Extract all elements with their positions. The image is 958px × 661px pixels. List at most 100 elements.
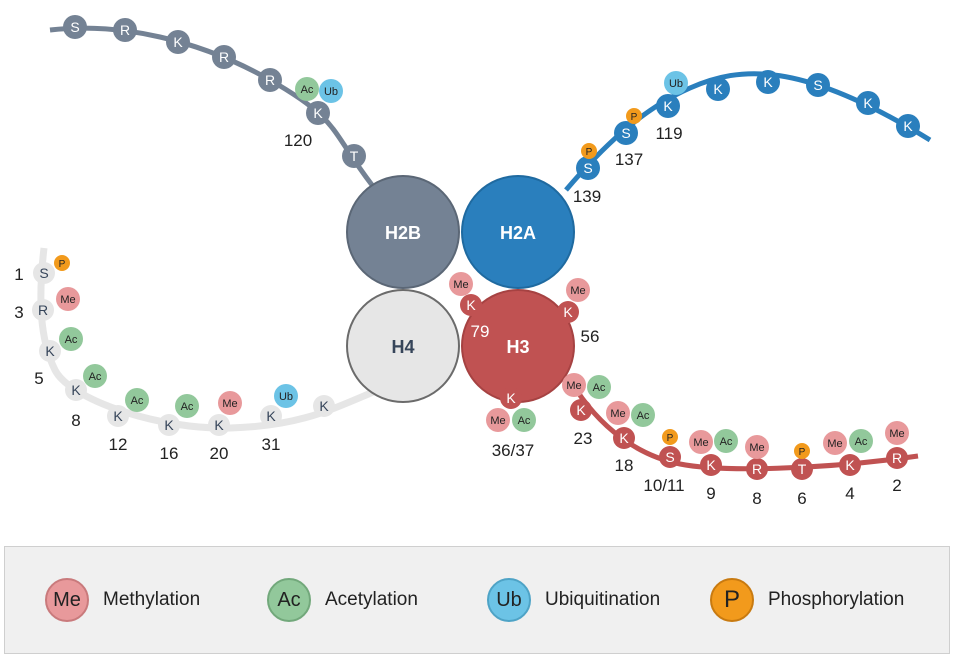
svg-text:Ub: Ub xyxy=(279,391,293,403)
methylation-mark: Me xyxy=(218,391,242,415)
h3-residue-s10: S xyxy=(659,446,681,468)
svg-text:Me: Me xyxy=(222,398,237,410)
svg-text:K: K xyxy=(173,34,183,50)
h2b-residue-r: R xyxy=(258,68,282,92)
svg-text:Ac: Ac xyxy=(518,415,531,427)
svg-text:Ub: Ub xyxy=(324,86,338,98)
methylation-mark: Me xyxy=(449,272,473,296)
h2b-residue-k: K xyxy=(166,30,190,54)
position-label: 12 xyxy=(109,435,128,454)
svg-text:Ac: Ac xyxy=(720,436,733,448)
h2b-residue-r: R xyxy=(113,18,137,42)
h2a-residue-k: K xyxy=(656,94,680,118)
methylation-mark: Me xyxy=(566,278,590,302)
svg-text:Ub: Ub xyxy=(669,78,683,90)
h2a-residue-s: S xyxy=(806,73,830,97)
h2a-tail-line xyxy=(564,71,932,192)
h2a-core: H2A xyxy=(461,175,575,289)
h2a-residue-k: K xyxy=(896,114,920,138)
methylation-icon: Me xyxy=(45,578,89,622)
h3-label: H3 xyxy=(506,337,529,357)
svg-text:Ac: Ac xyxy=(593,382,606,394)
svg-text:P: P xyxy=(799,447,806,458)
svg-text:Me: Me xyxy=(610,408,625,420)
h3-residue-k18: K xyxy=(613,427,635,449)
svg-text:K: K xyxy=(563,304,573,320)
position-label: 10/11 xyxy=(643,476,684,495)
h4-residue-r: R xyxy=(32,299,54,321)
svg-text:S: S xyxy=(813,77,822,93)
ubiquitination-mark: Ub xyxy=(664,71,688,95)
methylation-mark: Me xyxy=(56,287,80,311)
position-label: 56 xyxy=(581,327,600,346)
svg-text:R: R xyxy=(219,49,229,65)
h4-residue-k: K xyxy=(208,414,230,436)
methylation-mark: Me xyxy=(486,408,510,432)
phosphorylation-mark: P xyxy=(581,143,597,159)
h3-residue-r8: R xyxy=(746,458,768,480)
h2a-residue-s: S xyxy=(614,121,638,145)
svg-text:K: K xyxy=(319,398,329,414)
svg-text:Me: Me xyxy=(693,437,708,449)
acetylation-mark: Ac xyxy=(714,429,738,453)
svg-text:S: S xyxy=(621,125,630,141)
svg-text:K: K xyxy=(663,98,673,114)
methylation-mark: Me xyxy=(823,431,847,455)
acetylation-icon: Ac xyxy=(267,578,311,622)
svg-text:Me: Me xyxy=(889,428,904,440)
h3-tail-line xyxy=(567,378,919,472)
h3-residue-k56: K xyxy=(557,301,579,323)
h3-residue-k23: K xyxy=(570,399,592,421)
h3-residue-k4: K xyxy=(839,454,861,476)
acetylation-mark: Ac xyxy=(83,364,107,388)
phosphorylation-mark: P xyxy=(662,429,678,445)
acetylation-mark: Ac xyxy=(125,388,149,412)
h2a-residue-k: K xyxy=(856,91,880,115)
svg-text:R: R xyxy=(892,450,902,466)
svg-text:K: K xyxy=(506,390,516,406)
svg-text:K: K xyxy=(845,457,855,473)
h2a-tail: S S K K K S K K P P Ub 139 137 119 xyxy=(573,70,920,206)
position-label: 79 xyxy=(471,322,490,341)
svg-text:P: P xyxy=(586,147,593,158)
h4-residue-s: S xyxy=(33,262,55,284)
legend-item-methylation: Me Methylation xyxy=(45,577,200,623)
svg-text:K: K xyxy=(164,417,174,433)
methylation-mark: Me xyxy=(745,435,769,459)
svg-text:S: S xyxy=(39,265,48,281)
h2a-residue-k: K xyxy=(706,77,730,101)
legend-label: Ubiquitination xyxy=(545,589,661,610)
svg-text:S: S xyxy=(70,19,79,35)
methylation-mark: Me xyxy=(606,401,630,425)
acetylation-mark: Ac xyxy=(631,403,655,427)
position-label: 1 xyxy=(14,265,23,284)
ubiquitination-icon: Ub xyxy=(487,578,531,622)
svg-text:K: K xyxy=(45,343,55,359)
svg-text:K: K xyxy=(619,430,629,446)
svg-text:Me: Me xyxy=(453,279,468,291)
h2b-residue-s: S xyxy=(63,15,87,39)
svg-text:Ac: Ac xyxy=(131,395,144,407)
h2a-label: H2A xyxy=(500,223,536,243)
phosphorylation-mark: P xyxy=(54,255,70,271)
position-label: 120 xyxy=(284,131,312,150)
svg-text:R: R xyxy=(38,302,48,318)
position-label: 8 xyxy=(71,411,80,430)
h2b-residue-t: T xyxy=(342,144,366,168)
h4-residue-k: K xyxy=(158,414,180,436)
acetylation-mark: Ac xyxy=(512,408,536,432)
legend-panel: Me Methylation Ac Acetylation Ub Ubiquit… xyxy=(4,546,950,654)
svg-text:K: K xyxy=(706,457,716,473)
h3-residue-k79: K xyxy=(460,294,482,316)
svg-text:R: R xyxy=(752,461,762,477)
ubiquitination-mark: Ub xyxy=(274,384,298,408)
legend-label: Methylation xyxy=(103,589,201,610)
position-label: 119 xyxy=(655,124,682,143)
h2a-residue-s: S xyxy=(576,156,600,180)
legend-item-phosphorylation: P Phosphorylation xyxy=(710,577,904,623)
svg-text:P: P xyxy=(59,259,66,270)
svg-text:Ac: Ac xyxy=(65,334,78,346)
h3-residue-t6: T xyxy=(791,458,813,480)
h4-tail: S R K K K K K K K P Me Ac Ac Ac Ac Me Ub… xyxy=(14,255,335,463)
legend-item-acetylation: Ac Acetylation xyxy=(267,577,418,623)
